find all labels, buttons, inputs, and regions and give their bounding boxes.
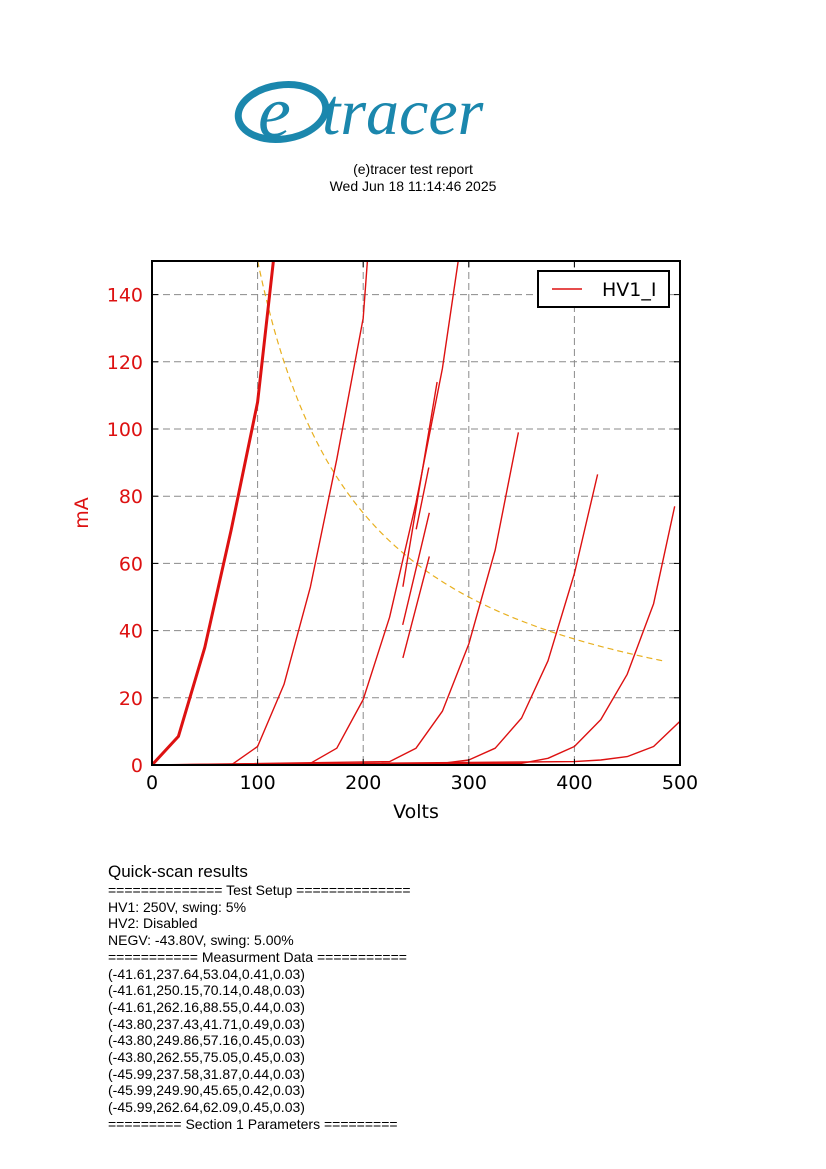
y-tick-label: 0 <box>131 755 143 777</box>
results-title: Quick-scan results <box>108 862 248 881</box>
max-dissipation-curve <box>257 261 665 662</box>
series-line-1 <box>152 261 369 765</box>
y-tick-label: 20 <box>119 688 143 710</box>
results-line: HV2: Disabled <box>108 915 198 932</box>
results-line: HV1: 250V, swing: 5% <box>108 898 247 915</box>
y-axis-label: mA <box>71 497 93 529</box>
etracer-logo: e tracer <box>234 72 484 154</box>
y-tick-label: 40 <box>119 621 143 643</box>
results-line: (-41.61,250.15,70.14,0.48,0.03) <box>108 982 305 999</box>
anode-curves-chart: 0 100 200 300 400 500 0 20 40 60 80 100 120 140 Volts m… <box>71 260 698 823</box>
logo-text: tracer <box>322 76 484 149</box>
series-line-4 <box>152 474 599 765</box>
results-line: ========= Section 1 Parameters ========= <box>108 1115 398 1132</box>
y-tick-label: 140 <box>107 285 143 307</box>
results-line: (-45.99,249.90,45.65,0.42,0.03) <box>108 1082 305 1099</box>
y-tick-label: 120 <box>107 352 143 374</box>
results-line: (-43.80,237.43,41.71,0.49,0.03) <box>108 1015 305 1032</box>
x-tick-label: 100 <box>239 772 275 794</box>
x-tick-label: 500 <box>662 772 698 794</box>
results-lines: ============== Test Setup ==============… <box>108 882 708 1133</box>
report-title: (e)tracer test report <box>353 161 473 177</box>
series-line-5 <box>152 506 676 765</box>
results-line: (-45.99,262.64,62.09,0.45,0.03) <box>108 1099 305 1116</box>
x-tick-label: 0 <box>146 772 158 794</box>
series-line-6 <box>152 720 680 765</box>
quick-scan-results: Quick-scan results ============== Test S… <box>108 862 708 1133</box>
y-tick-label: 80 <box>119 486 143 508</box>
legend-box <box>537 270 670 308</box>
series-line-8 <box>402 512 430 626</box>
y-tick-label: 100 <box>107 419 143 441</box>
series-line-2 <box>152 261 459 765</box>
x-axis-label: Volts <box>393 801 439 823</box>
report-header: (e)tracer test report Wed Jun 18 11:14:4… <box>0 161 826 195</box>
logo-ellipse <box>234 81 330 143</box>
series-line-10 <box>415 467 430 530</box>
plot-frame <box>151 260 681 766</box>
x-tick-label: 300 <box>451 772 487 794</box>
x-tick-label: 400 <box>556 772 592 794</box>
y-tick-label: 60 <box>119 553 143 575</box>
results-line: (-45.99,237.58,31.87,0.44,0.03) <box>108 1065 305 1082</box>
results-line: NEGV: -43.80V, swing: 5.00% <box>108 932 294 949</box>
results-line: (-43.80,249.86,57.16,0.45,0.03) <box>108 1032 305 1049</box>
x-tick-label: 200 <box>345 772 381 794</box>
series-line-9 <box>402 556 430 659</box>
results-line: (-43.80,262.55,75.05,0.45,0.03) <box>108 1049 305 1066</box>
legend-label: HV1_I <box>602 279 656 301</box>
results-line: ============== Test Setup ============== <box>108 882 411 898</box>
report-datetime: Wed Jun 18 11:14:46 2025 <box>329 178 497 194</box>
logo-e-letter: e <box>258 72 291 154</box>
results-line: (-41.61,237.64,53.04,0.41,0.03) <box>108 965 305 982</box>
results-line: =========== Measurment Data =========== <box>108 948 407 965</box>
legend: HV1_I <box>537 270 670 308</box>
series-line-7 <box>402 381 438 587</box>
series-line-0 <box>152 261 275 765</box>
series-line-3 <box>152 432 520 765</box>
results-line: (-41.61,262.16,88.55,0.44,0.03) <box>108 998 305 1015</box>
